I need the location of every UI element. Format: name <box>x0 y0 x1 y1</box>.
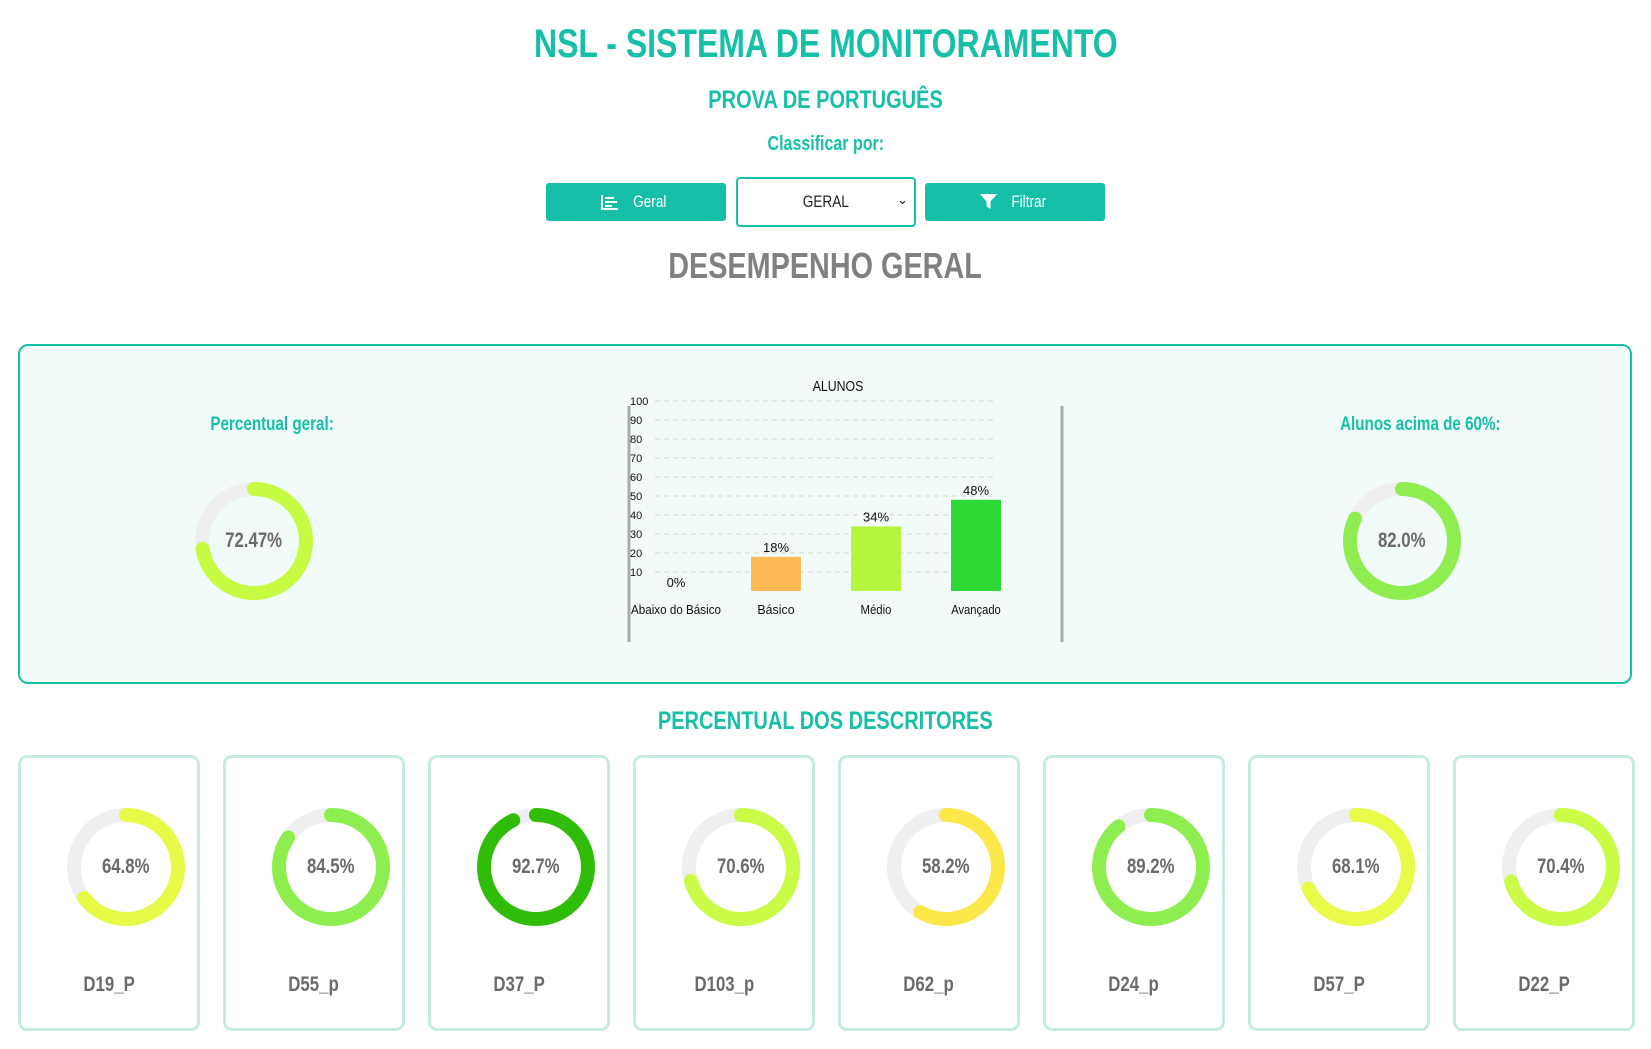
y-tick-label: 80 <box>630 434 642 446</box>
descriptor-name: D19_P <box>83 973 135 996</box>
y-tick-label: 10 <box>630 567 642 579</box>
descriptor-value: 84.5% <box>307 855 355 878</box>
classification-select[interactable]: GERAL ⌄ <box>736 177 916 227</box>
descriptor-donut: 70.6% <box>679 805 803 929</box>
y-tick-label: 30 <box>630 529 642 541</box>
overall-percent-label: Percentual geral: <box>210 414 334 435</box>
students-bar-chart: ALUNOS 10 20 30 40 50 60 70 80 90 100 0% Abaixo do… <box>627 378 1064 642</box>
descriptor-donut: 92.7% <box>474 805 598 929</box>
section-title: DESEMPENHO GERAL <box>668 245 983 286</box>
x-tick-label: Abaixo do Básico <box>631 602 721 617</box>
descriptor-card: 92.7% D37_P <box>428 755 610 1031</box>
descriptor-name: D24_p <box>1108 973 1160 996</box>
x-tick-label: Básico <box>757 602 794 617</box>
above-60-label: Alunos acima de 60%: <box>1339 414 1501 435</box>
above-60-donut: 82.0% <box>1340 479 1464 603</box>
bar-value-label: 48% <box>963 483 989 498</box>
descriptor-name: D57_P <box>1313 973 1365 996</box>
descriptor-value: 70.4% <box>1537 855 1585 878</box>
bar-chart-icon <box>601 195 619 210</box>
bar-value-label: 34% <box>863 509 889 524</box>
descriptor-card: 84.5% D55_p <box>223 755 405 1031</box>
bar-value-label: 0% <box>667 575 686 590</box>
bar <box>751 556 801 591</box>
descriptor-donut: 84.5% <box>269 805 393 929</box>
descriptor-name: D103_p <box>694 973 754 996</box>
geral-button[interactable]: Geral <box>546 183 726 221</box>
descriptor-card: 89.2% D24_p <box>1043 755 1225 1031</box>
x-tick-label: Médio <box>861 602 892 617</box>
above-60-value: 82.0% <box>1378 529 1426 552</box>
y-tick-label: 50 <box>630 491 642 503</box>
filter-icon <box>979 194 997 209</box>
descriptor-card: 68.1% D57_P <box>1248 755 1430 1031</box>
geral-button-label: Geral <box>633 192 667 211</box>
y-tick-label: 100 <box>630 396 648 408</box>
descriptor-card: 70.6% D103_p <box>633 755 815 1031</box>
overall-percent-donut: 72.47% <box>192 479 316 603</box>
overall-percent-value: 72.47% <box>225 529 283 552</box>
y-tick-label: 40 <box>630 510 642 522</box>
descriptor-value: 58.2% <box>922 855 970 878</box>
sort-label: Classificar por: <box>767 133 884 155</box>
x-tick-label: Avançado <box>951 602 1001 617</box>
page-subtitle: PROVA DE PORTUGUÊS <box>708 86 943 114</box>
y-tick-label: 20 <box>630 548 642 560</box>
page-title: NSL - SISTEMA DE MONITORAMENTO <box>533 22 1118 66</box>
descriptors-title: PERCENTUAL DOS DESCRITORES <box>658 707 993 735</box>
descriptor-donut: 64.8% <box>64 805 188 929</box>
descriptor-name: D22_P <box>1518 973 1570 996</box>
chart-title: ALUNOS <box>813 378 864 394</box>
descriptor-card: 64.8% D19_P <box>18 755 200 1031</box>
descriptor-donut: 58.2% <box>884 805 1008 929</box>
filter-button-label: Filtrar <box>1011 192 1046 211</box>
y-tick-label: 60 <box>630 472 642 484</box>
chevron-down-icon: ⌄ <box>897 192 908 207</box>
descriptor-name: D37_P <box>493 973 545 996</box>
descriptor-donut: 89.2% <box>1089 805 1213 929</box>
y-tick-label: 70 <box>630 453 642 465</box>
descriptor-value: 92.7% <box>512 855 560 878</box>
descriptor-name: D55_p <box>288 973 340 996</box>
y-tick-label: 90 <box>630 415 642 427</box>
bar-value-label: 18% <box>763 540 789 555</box>
descriptor-name: D62_p <box>903 973 955 996</box>
bar <box>951 499 1001 591</box>
descriptor-value: 68.1% <box>1332 855 1380 878</box>
descriptor-donut: 70.4% <box>1499 805 1623 929</box>
descriptor-donut: 68.1% <box>1294 805 1418 929</box>
descriptor-card: 58.2% D62_p <box>838 755 1020 1031</box>
select-value: GERAL <box>802 192 850 211</box>
descriptor-value: 89.2% <box>1127 855 1175 878</box>
filter-button[interactable]: Filtrar <box>925 183 1105 221</box>
bar <box>851 526 901 591</box>
descriptor-card: 70.4% D22_P <box>1453 755 1635 1031</box>
descriptor-value: 64.8% <box>102 855 150 878</box>
descriptor-value: 70.6% <box>717 855 765 878</box>
summary-panel: Percentual geral: 72.47% ALUNOS 10 20 30 40… <box>18 344 1632 684</box>
